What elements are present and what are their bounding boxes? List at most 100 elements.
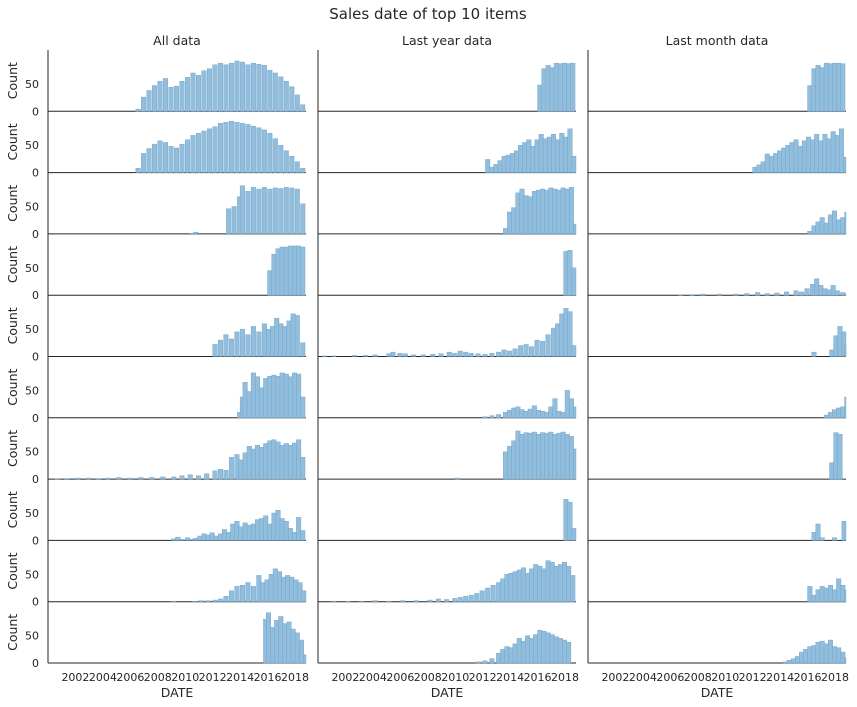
- x-tick-label: 2006: [116, 671, 144, 684]
- histogram-bar: [274, 620, 280, 664]
- x-tick-label: 2014: [226, 671, 254, 684]
- histogram-bar: [571, 345, 577, 357]
- histogram-bar: [189, 539, 195, 541]
- x-tick-label: 2012: [739, 671, 767, 684]
- histogram-bar: [832, 409, 838, 418]
- histogram-bar: [785, 145, 791, 173]
- histogram-bar: [271, 439, 277, 480]
- histogram-bar: [819, 67, 825, 112]
- histogram-bar: [505, 154, 511, 173]
- histogram-bar: [485, 159, 491, 173]
- histogram-bar: [411, 354, 417, 357]
- histogram-bar: [823, 62, 829, 112]
- histogram-bar: [300, 104, 306, 112]
- x-tick-label: 2014: [766, 671, 794, 684]
- histogram-bar: [545, 632, 551, 664]
- histogram-bar: [239, 585, 245, 602]
- histogram-bar: [827, 214, 833, 235]
- histogram-bar: [536, 189, 541, 235]
- histogram-bar: [196, 475, 201, 480]
- histogram-bar: [230, 523, 236, 541]
- histogram-bar: [536, 409, 541, 419]
- histogram-bar: [197, 535, 203, 541]
- histogram-bar: [267, 132, 273, 173]
- histogram-bar: [255, 376, 260, 418]
- histogram-bar: [250, 125, 256, 173]
- histogram-bar: [508, 647, 514, 664]
- histogram-bar: [836, 62, 842, 112]
- histogram-bar: [840, 217, 846, 235]
- histogram-bar: [803, 649, 809, 664]
- y-tick-label: 0: [32, 412, 39, 425]
- histogram-bar: [549, 67, 555, 112]
- histogram-bar: [485, 587, 491, 602]
- histogram-bar: [823, 414, 829, 418]
- x-tick-label: 2010: [711, 671, 739, 684]
- histogram-bar: [455, 477, 460, 480]
- y-tick-label: 50: [25, 201, 39, 214]
- histogram-bar: [297, 582, 303, 602]
- histogram-bar: [270, 326, 276, 357]
- histogram-bar: [523, 432, 529, 480]
- histogram-bar: [540, 432, 546, 480]
- histogram-bar: [179, 143, 185, 173]
- histogram-bar: [245, 582, 251, 602]
- histogram-bar: [213, 535, 219, 541]
- figure-title: Sales date of top 10 items: [329, 5, 527, 23]
- histogram-bar: [530, 146, 536, 173]
- histogram-bar: [819, 640, 825, 664]
- histogram-bar: [789, 142, 795, 173]
- histogram-bar: [810, 284, 816, 296]
- y-axis-label: Count: [5, 368, 20, 405]
- x-tick-label: 2004: [629, 671, 657, 684]
- histogram-bar: [250, 586, 256, 602]
- histogram-bar: [566, 642, 572, 664]
- histogram-bar: [345, 600, 351, 602]
- histogram-bar: [238, 526, 244, 541]
- histogram-bar: [281, 576, 287, 602]
- histogram-bar: [836, 219, 842, 235]
- histogram-bar: [276, 571, 282, 602]
- histogram-bar: [266, 328, 271, 357]
- x-tick-label: 2004: [359, 671, 387, 684]
- histogram-bar: [552, 398, 558, 419]
- histogram-bar: [489, 415, 495, 418]
- histogram-bar: [503, 451, 508, 480]
- y-tick-label: 50: [25, 507, 39, 520]
- histogram-bar: [838, 128, 844, 173]
- histogram-bar: [823, 643, 829, 664]
- histogram-bar: [239, 185, 245, 235]
- histogram-bar: [222, 529, 228, 541]
- histogram-bar: [515, 406, 521, 419]
- histogram-bar: [515, 430, 521, 480]
- histogram-bar: [256, 331, 262, 357]
- x-tick-label: 2004: [89, 671, 117, 684]
- y-tick-label: 50: [25, 630, 39, 643]
- histogram-bar: [212, 599, 218, 602]
- histogram-bar: [239, 61, 245, 112]
- histogram-bar: [573, 406, 577, 419]
- histogram-bar: [840, 585, 846, 602]
- histogram-bar: [520, 567, 526, 602]
- histogram-bar: [832, 537, 838, 541]
- y-axis-label: Count: [5, 491, 20, 528]
- histogram-bar: [54, 478, 60, 480]
- histogram-bar: [832, 62, 838, 112]
- histogram-bar: [807, 230, 813, 235]
- histogram-bar: [321, 355, 327, 357]
- histogram-bar: [557, 564, 563, 602]
- histogram-bar: [190, 72, 196, 112]
- histogram-bar: [386, 353, 392, 357]
- histogram-bar: [283, 373, 289, 419]
- histogram-bar: [189, 233, 195, 235]
- histogram-bar: [204, 473, 210, 480]
- histogram-bar: [818, 285, 824, 296]
- column-title: Last month data: [666, 33, 769, 48]
- histogram-bar: [489, 658, 495, 664]
- histogram-bar: [171, 538, 177, 541]
- histogram-bar: [571, 155, 577, 173]
- y-tick-label: 50: [25, 446, 39, 459]
- histogram-bar: [201, 533, 207, 541]
- x-axis-label: DATE: [701, 685, 734, 700]
- histogram-bar: [246, 391, 252, 418]
